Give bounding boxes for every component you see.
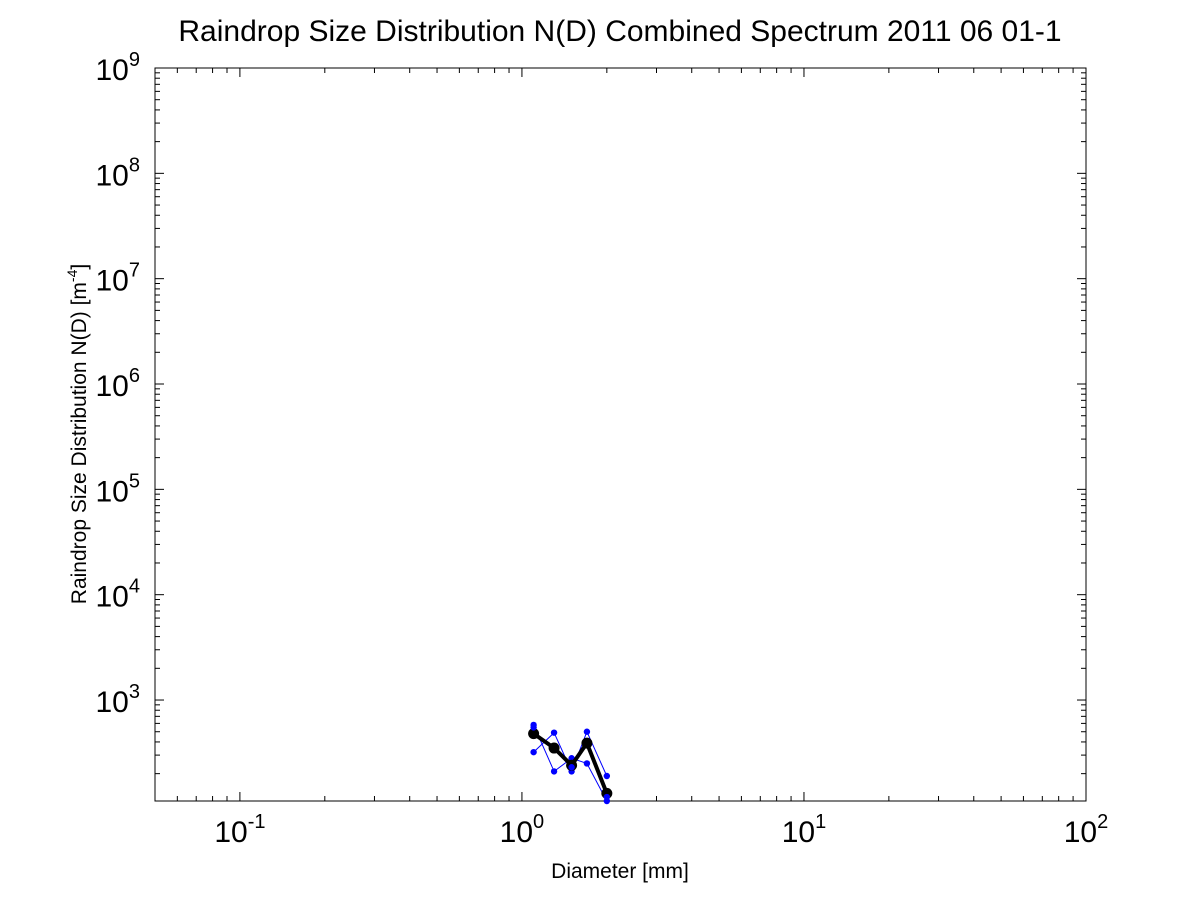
series-1-point — [583, 760, 591, 767]
series-2-point — [530, 748, 537, 756]
y-tick-label-exponent: 9 — [129, 49, 140, 71]
series-2 — [530, 728, 611, 780]
y-axis-label-close: ] — [68, 264, 91, 270]
y-tick-label: 108 — [96, 154, 141, 192]
y-tick-label-base: 10 — [96, 159, 129, 192]
x-tick-label-exponent: 1 — [815, 811, 826, 833]
chart-title: Raindrop Size Distribution N(D) Combined… — [178, 15, 1061, 48]
y-axis-label-exponent: -4 — [64, 269, 80, 282]
series-4 — [530, 724, 611, 801]
x-tick-label: 101 — [782, 811, 827, 849]
series-4-point — [568, 764, 575, 771]
series-2-point — [603, 772, 611, 780]
y-tick-label-base: 10 — [96, 581, 129, 614]
y-axis-ticks — [155, 67, 1086, 775]
y-tick-label-base: 10 — [96, 475, 129, 508]
x-axis-label: Diameter [mm] — [551, 860, 689, 883]
y-axis-label: Raindrop Size Distribution N(D) [m-4] — [64, 264, 91, 604]
y-tick-label-base: 10 — [96, 686, 129, 719]
series-4-point — [530, 724, 537, 731]
y-tick-label: 103 — [96, 681, 141, 719]
y-tick-label: 105 — [96, 470, 141, 508]
x-tick-label: 10-1 — [214, 811, 265, 849]
y-tick-label-exponent: 4 — [129, 576, 140, 598]
x-tick-label: 100 — [500, 811, 545, 849]
series-layer — [528, 721, 613, 805]
x-tick-label-base: 10 — [500, 816, 533, 849]
x-tick-label: 102 — [1064, 811, 1109, 849]
series-1-point — [550, 768, 558, 775]
series-3-point — [581, 737, 593, 749]
x-tick-label-exponent: 2 — [1097, 811, 1108, 833]
series-2-point — [583, 728, 591, 735]
series-3-point — [528, 728, 540, 740]
x-axis-tick-labels: 10-1 100 101 102 — [214, 811, 1108, 849]
y-tick-label-exponent: 5 — [129, 470, 140, 492]
series-4-point — [603, 793, 611, 801]
y-tick-label: 104 — [96, 576, 141, 614]
y-tick-label-base: 10 — [96, 370, 129, 403]
x-axis-ticks — [154, 68, 1087, 801]
y-tick-label-exponent: 8 — [129, 154, 140, 176]
x-tick-label-base: 10 — [214, 816, 247, 849]
y-tick-label-exponent: 7 — [129, 260, 140, 282]
y-tick-label-base: 10 — [96, 54, 129, 87]
x-tick-label-exponent: -1 — [248, 811, 266, 833]
x-tick-label-base: 10 — [782, 816, 815, 849]
y-tick-label: 109 — [96, 49, 141, 87]
y-tick-label-exponent: 3 — [129, 681, 140, 703]
series-2-point — [550, 729, 558, 736]
x-tick-label-exponent: 0 — [533, 811, 544, 833]
plot-area — [154, 67, 1087, 802]
y-tick-label: 107 — [96, 260, 141, 298]
y-tick-label: 106 — [96, 365, 141, 403]
y-tick-label-base: 10 — [96, 265, 129, 298]
x-tick-label-base: 10 — [1064, 816, 1097, 849]
series-3-point — [548, 742, 560, 754]
y-axis-label-text: Raindrop Size Distribution N(D) [m — [68, 282, 91, 604]
y-tick-label-exponent: 6 — [129, 365, 140, 387]
